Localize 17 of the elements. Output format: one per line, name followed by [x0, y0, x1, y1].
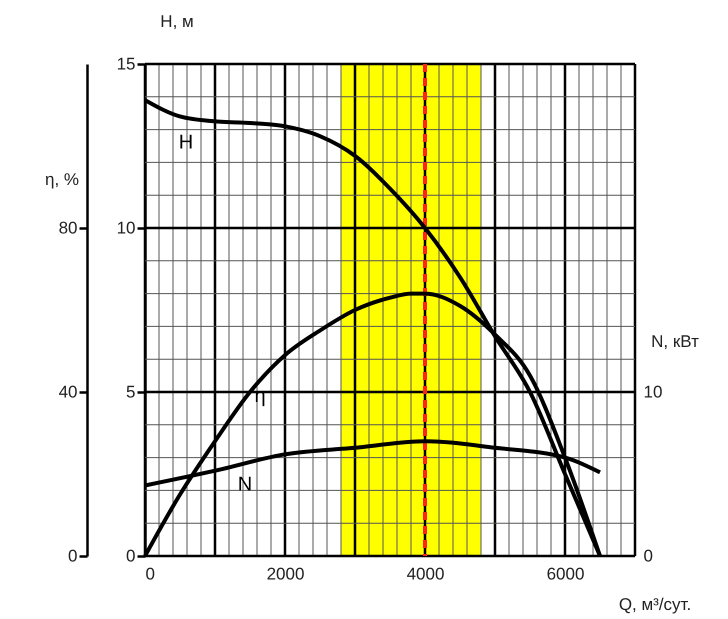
y2-tick-label: 0	[68, 546, 78, 566]
y-tick-label: 5	[126, 382, 136, 402]
x-tick-label: 2000	[266, 564, 304, 584]
y3-tick-label: 0	[644, 546, 653, 566]
y-axis-title: H, м	[160, 12, 194, 31]
y3-tick-label: 10	[644, 382, 662, 402]
x-axis-title: Q, м³/сут.	[618, 595, 692, 614]
y2-tick-label: 40	[58, 382, 78, 402]
y-tick-label: 15	[116, 54, 136, 74]
x-tick-label: 4000	[406, 564, 444, 584]
y-tick-label: 10	[116, 218, 136, 238]
y-tick-label: 0	[126, 546, 136, 566]
x-tick-label: 0	[146, 564, 155, 584]
y2-axis-title: η, %	[44, 170, 80, 189]
y2-tick-label: 80	[58, 218, 78, 238]
y3-axis-title: N, кВт	[651, 332, 700, 351]
x-tick-label: 6000	[546, 564, 584, 584]
